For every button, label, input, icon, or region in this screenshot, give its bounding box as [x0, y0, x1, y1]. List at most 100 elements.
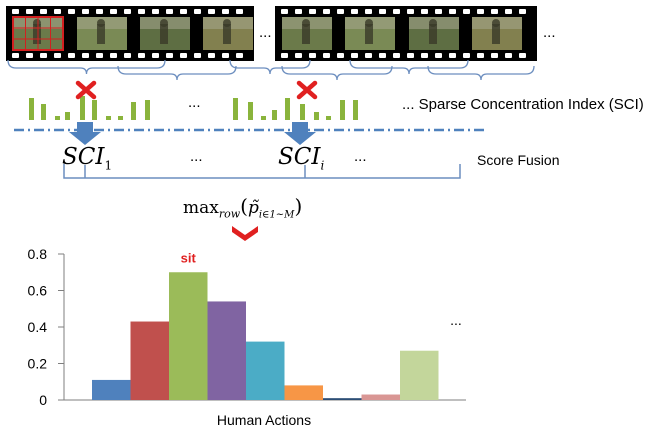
sci-row-label: ... Sparse Concentration Index (SCI): [402, 96, 644, 113]
sci-bar: [106, 116, 111, 120]
sprocket-hole: [421, 9, 428, 14]
sprocket-hole: [351, 9, 358, 14]
sprocket-hole: [477, 53, 484, 58]
sprocket-hole: [463, 53, 470, 58]
video-frame: [282, 17, 332, 50]
sci-bar: [55, 116, 60, 120]
sprocket-hole: [407, 53, 414, 58]
sprocket-hole: [337, 9, 344, 14]
sprocket-hole: [180, 9, 187, 14]
sci-bar: [248, 102, 253, 120]
sprocket-hole: [54, 9, 61, 14]
y-tick-label: 0.6: [28, 283, 48, 299]
video-frame: [203, 17, 253, 50]
sprocket-hole: [337, 53, 344, 58]
sprocket-hole: [138, 9, 145, 14]
sprocket-hole: [12, 53, 19, 58]
sprocket-hole: [519, 9, 526, 14]
chart-bar: [207, 301, 246, 400]
score-fusion-label: Score Fusion: [477, 152, 560, 168]
chevron-down-icon: [232, 226, 258, 241]
sprocket-hole: [323, 9, 330, 14]
max-row-formula: maxrow(p̃i∈1~M): [183, 194, 303, 221]
sci-bar: [131, 102, 136, 120]
sprocket-hole: [208, 53, 215, 58]
sprocket-hole: [421, 53, 428, 58]
sprocket-hole: [82, 9, 89, 14]
sci-bar: [65, 112, 70, 120]
sci-bar: [145, 100, 150, 120]
arrow-down-icon: [284, 122, 316, 145]
sprocket-hole: [194, 9, 201, 14]
sci-bar: [272, 110, 277, 120]
sprocket-hole: [222, 53, 229, 58]
frame-group-brackets: [7, 59, 535, 81]
sci-bar: [314, 112, 319, 120]
sci-term-first: SCI1: [62, 144, 113, 173]
y-tick-labels: 0 0.2 0.4 0.6 0.8: [28, 246, 48, 408]
video-frame: [409, 17, 459, 50]
video-frame: [77, 17, 127, 50]
sci-bar: [326, 116, 331, 120]
film-gap-ellipsis: ...: [259, 24, 272, 41]
sprocket-hole: [152, 53, 159, 58]
sci-bar: [92, 100, 97, 120]
sprocket-hole: [505, 53, 512, 58]
arrow-down-icon: [69, 122, 101, 145]
chart-bar: [130, 321, 169, 400]
sprocket-hole: [365, 9, 372, 14]
sprocket-hole: [295, 53, 302, 58]
sprocket-hole: [519, 53, 526, 58]
chart-bar: [284, 385, 323, 400]
frame-group-bracket: [349, 59, 469, 75]
video-frame: [345, 17, 395, 50]
sci-term-i: SCIi: [278, 144, 325, 173]
sprocket-hole: [166, 9, 173, 14]
sci-bar: [233, 98, 238, 120]
y-tick-label: 0: [39, 392, 47, 408]
red-cross-icon: [75, 80, 97, 100]
detection-grid-overlay: [12, 16, 64, 51]
frame-group-bracket: [281, 65, 393, 81]
chart-continuation-ellipsis: ...: [450, 312, 462, 328]
sprocket-hole: [68, 9, 75, 14]
sprocket-hole: [435, 53, 442, 58]
sprocket-hole: [96, 53, 103, 58]
y-tick-marks: [58, 253, 64, 401]
sprocket-hole: [379, 9, 386, 14]
sci-bar: [300, 104, 305, 120]
red-cross-icon: [296, 80, 318, 100]
sprocket-hole: [208, 9, 215, 14]
sci-bar: [340, 100, 345, 120]
sprocket-hole: [26, 9, 33, 14]
sci-mid-ellipsis: ...: [190, 148, 203, 165]
frame-group-bracket: [229, 59, 311, 75]
sprocket-hole: [435, 9, 442, 14]
sprocket-hole: [68, 53, 75, 58]
sprocket-hole: [449, 9, 456, 14]
frame-group-bracket: [7, 59, 166, 75]
sprocket-hole: [236, 9, 243, 14]
sci-bar: [41, 104, 46, 120]
frame-group-bracket: [427, 65, 535, 81]
sprocket-hole: [281, 9, 288, 14]
chart-bars: [92, 272, 439, 400]
sprocket-hole: [449, 53, 456, 58]
sci-bar: [285, 98, 290, 120]
sprocket-hole: [96, 9, 103, 14]
sprocket-hole: [393, 53, 400, 58]
sprocket-hole: [407, 9, 414, 14]
video-frame: [140, 17, 190, 50]
chart-bar: [169, 272, 208, 400]
sci-bar: [261, 116, 266, 120]
sprocket-hole: [236, 53, 243, 58]
action-score-chart: 0 0.2 0.4 0.6 0.8 sit Human Actions ...: [28, 246, 466, 428]
sci-bar: [80, 96, 85, 120]
sci-bar: [29, 98, 34, 120]
sprocket-hole: [152, 9, 159, 14]
sprocket-hole: [26, 53, 33, 58]
sprocket-hole: [379, 53, 386, 58]
sprocket-hole: [295, 9, 302, 14]
sprocket-hole: [124, 53, 131, 58]
